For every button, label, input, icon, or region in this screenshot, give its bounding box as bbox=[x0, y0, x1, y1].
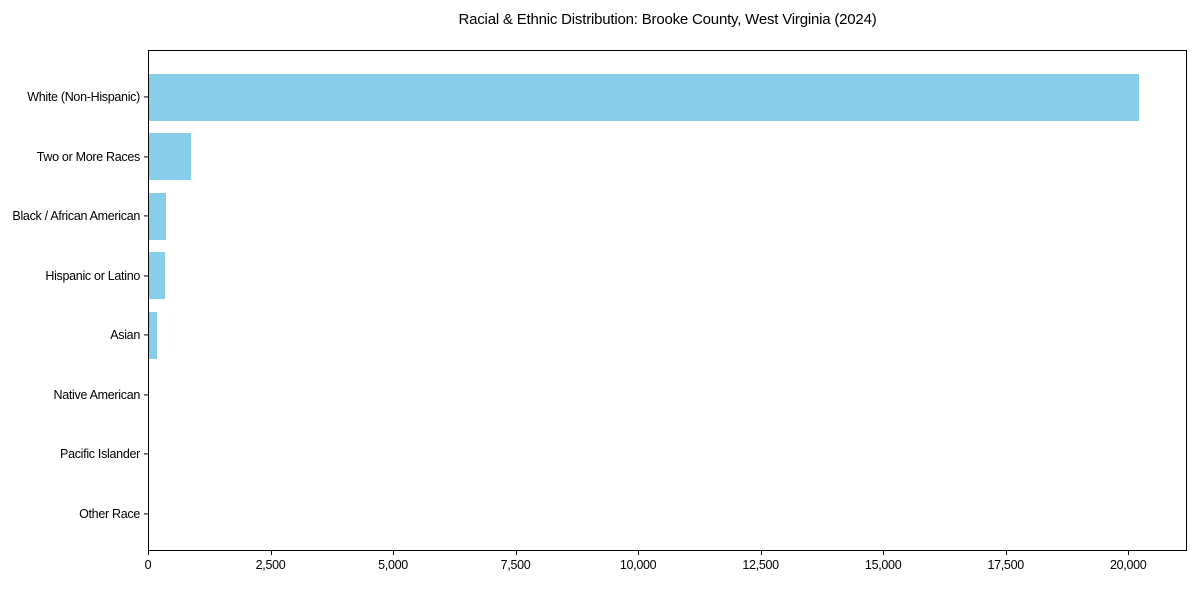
x-tick-label: 5,000 bbox=[378, 558, 408, 572]
y-tick-label: Two or More Races bbox=[36, 149, 141, 164]
x-tick-mark bbox=[270, 551, 272, 555]
y-tick-label: Black / African American bbox=[12, 209, 140, 223]
x-tick-label: 17,500 bbox=[987, 558, 1024, 572]
x-tick-mark bbox=[148, 551, 150, 555]
y-tick-mark bbox=[144, 334, 148, 336]
bar bbox=[149, 73, 1139, 121]
y-tick-mark bbox=[144, 512, 148, 515]
x-tick-mark bbox=[638, 551, 640, 555]
x-tick-mark bbox=[393, 551, 395, 555]
x-tick-mark bbox=[515, 551, 517, 555]
x-tick-label: 12,500 bbox=[742, 558, 779, 572]
y-tick-label: Asian bbox=[110, 328, 140, 342]
x-tick-label: 20,000 bbox=[1109, 558, 1147, 572]
y-tick-mark bbox=[144, 274, 148, 277]
x-tick-mark bbox=[1005, 551, 1007, 555]
bar bbox=[149, 192, 166, 240]
x-tick-label: 2,500 bbox=[255, 558, 286, 572]
chart-title: Racial & Ethnic Distribution: Brooke Cou… bbox=[458, 11, 877, 28]
x-tick-label: 10,000 bbox=[619, 558, 657, 572]
plot-frame bbox=[148, 50, 1187, 551]
y-tick-label: Hispanic or Latino bbox=[45, 268, 140, 283]
y-tick-mark bbox=[144, 393, 148, 396]
bar bbox=[149, 252, 166, 299]
y-tick-label: Pacific Islander bbox=[60, 447, 140, 461]
y-tick-mark bbox=[144, 155, 148, 158]
x-tick-mark bbox=[883, 551, 885, 555]
x-tick-mark bbox=[1128, 551, 1130, 555]
y-tick-label: White (Non-Hispanic) bbox=[27, 90, 140, 104]
y-tick-label: Native American bbox=[53, 387, 140, 402]
x-tick-label: 7,500 bbox=[500, 558, 531, 572]
y-tick-mark bbox=[144, 453, 148, 455]
y-tick-mark bbox=[144, 215, 148, 217]
bar bbox=[149, 133, 192, 180]
y-tick-mark bbox=[144, 96, 148, 98]
y-tick-label: Other Race bbox=[79, 506, 140, 521]
x-tick-label: 0 bbox=[144, 558, 152, 572]
x-tick-label: 15,000 bbox=[864, 558, 902, 572]
x-tick-mark bbox=[760, 551, 762, 555]
bar bbox=[149, 311, 157, 359]
